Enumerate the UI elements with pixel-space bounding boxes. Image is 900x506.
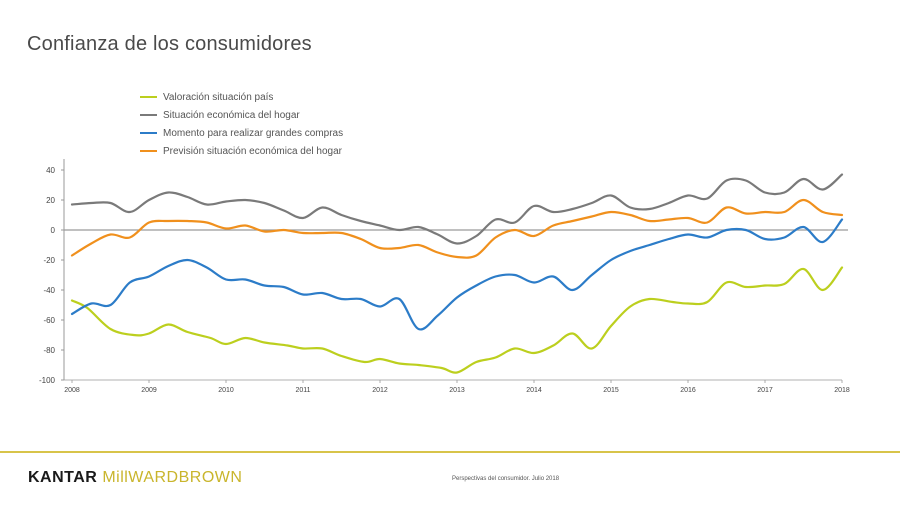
x-tick-label: 2017	[757, 387, 773, 394]
brand-millwardbrown: MillWARDBROWN	[102, 469, 243, 486]
y-tick-label: -80	[43, 346, 55, 355]
x-tick-label: 2014	[526, 387, 542, 394]
line-chart: -100 -80 -60 -40 -20 0 20 40 2008 2009 2010 2011 201…	[39, 159, 850, 394]
brand-logo: KANTAR MillWARDBROWN	[28, 469, 242, 487]
chart-legend: Valoración situación país Situación econ…	[140, 88, 343, 160]
x-tick-label: 2009	[141, 387, 157, 394]
y-tick-label: 40	[46, 166, 55, 175]
legend-item-situacion-hogar: Situación económica del hogar	[140, 106, 343, 124]
legend-swatch-grandes-compras	[140, 132, 157, 134]
legend-item-grandes-compras: Momento para realizar grandes compras	[140, 124, 343, 142]
legend-swatch-situacion-hogar	[140, 114, 157, 116]
legend-label-prevision-hogar: Previsión situación económica del hogar	[163, 145, 342, 157]
x-tick-label: 2008	[64, 387, 80, 394]
legend-label-situacion-hogar: Situación económica del hogar	[163, 109, 300, 121]
legend-label-valoracion: Valoración situación país	[163, 91, 274, 103]
footer-divider	[0, 451, 900, 453]
x-tick-label: 2016	[680, 387, 696, 394]
legend-label-grandes-compras: Momento para realizar grandes compras	[163, 127, 344, 139]
legend-swatch-prevision-hogar	[140, 150, 157, 152]
page-title: Confianza de los consumidores	[27, 33, 312, 55]
y-tick-label: -60	[43, 316, 55, 325]
legend-item-valoracion: Valoración situación país	[140, 88, 343, 106]
series-line-valoracion	[70, 266, 844, 374]
x-tick-label: 2018	[834, 387, 850, 394]
footer-note: Perspectivas del consumidor. Julio 2018	[452, 476, 560, 482]
series-line-situacion-hogar	[70, 173, 844, 245]
x-tick-label: 2013	[449, 387, 465, 394]
legend-swatch-valoracion	[140, 96, 157, 98]
legend-item-prevision-hogar: Previsión situación económica del hogar	[140, 142, 343, 160]
y-tick-label: 0	[51, 226, 56, 235]
series-line-prevision-hogar	[70, 198, 844, 259]
y-tick-label: -40	[43, 286, 55, 295]
brand-kantar: KANTAR	[28, 469, 98, 486]
x-tick-label: 2010	[218, 387, 234, 394]
y-tick-label: -100	[39, 376, 56, 385]
y-tick-label: 20	[46, 196, 55, 205]
y-tick-label: -20	[43, 256, 55, 265]
series-line-grandes-compras	[70, 218, 844, 331]
x-tick-label: 2015	[603, 387, 619, 394]
x-tick-label: 2012	[372, 387, 388, 394]
x-tick-label: 2011	[295, 387, 310, 394]
